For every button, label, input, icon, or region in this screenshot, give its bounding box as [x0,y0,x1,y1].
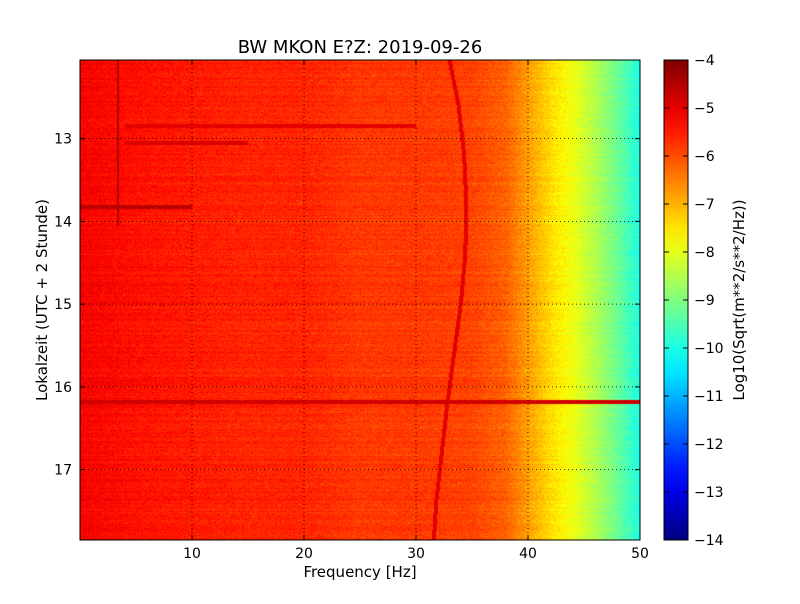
chart-title: BW MKON E?Z: 2019-09-26 [238,37,483,58]
x-tick-label: 10 [183,546,201,562]
colorbar-tick-label: −4 [694,53,715,69]
colorbar-tick-label: −5 [694,101,715,117]
x-axis: 10 20 30 40 50 [183,60,649,562]
colorbar-tick-label: −7 [694,197,715,213]
colorbar-tick-label: −13 [694,485,724,501]
y-axis: 13 14 15 16 17 [54,132,640,479]
x-tick-label: 20 [295,546,313,562]
colorbar-tick-label: −8 [694,245,715,261]
colorbar-axis: −14 −13 −12 −11 −10 −9 −8 −7 −6 −5 −4 [664,53,724,549]
plot-frame [79,59,641,541]
x-tick-label: 40 [519,546,537,562]
y-tick-label: 15 [54,297,72,313]
colorbar-tick-label: −11 [694,389,724,405]
y-tick-label: 14 [54,214,72,230]
x-axis-label: Frequency [Hz] [303,563,416,581]
colorbar-label: Log10(Sqrt(m**2/s**2/Hz)) [730,199,748,400]
colorbar-tick-label: −6 [694,149,715,165]
colorbar-tick-label: −14 [694,533,724,549]
x-tick-label: 50 [631,546,649,562]
colorbar-tick-label: −12 [694,437,724,453]
colorbar-tick-label: −10 [694,341,724,357]
y-tick-label: 17 [54,463,72,479]
colorbar-tick-label: −9 [694,293,715,309]
spectrogram-area [80,60,640,540]
y-tick-label: 16 [54,380,72,396]
y-tick-label: 13 [54,132,72,148]
x-tick-label: 30 [407,546,425,562]
y-axis-label: Lokalzeit (UTC + 2 Stunde) [33,199,51,401]
plot-grid [80,60,640,540]
